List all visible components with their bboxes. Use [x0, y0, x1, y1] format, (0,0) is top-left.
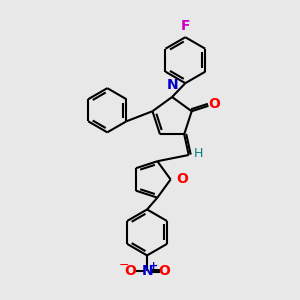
- Text: F: F: [181, 19, 190, 33]
- Text: O: O: [176, 172, 188, 186]
- Text: H: H: [194, 147, 203, 160]
- Text: −: −: [119, 259, 130, 272]
- Text: N: N: [166, 78, 178, 92]
- Text: O: O: [208, 97, 220, 111]
- Text: O: O: [124, 264, 136, 278]
- Text: N: N: [142, 264, 154, 278]
- Text: O: O: [158, 264, 170, 278]
- Text: +: +: [149, 261, 158, 271]
